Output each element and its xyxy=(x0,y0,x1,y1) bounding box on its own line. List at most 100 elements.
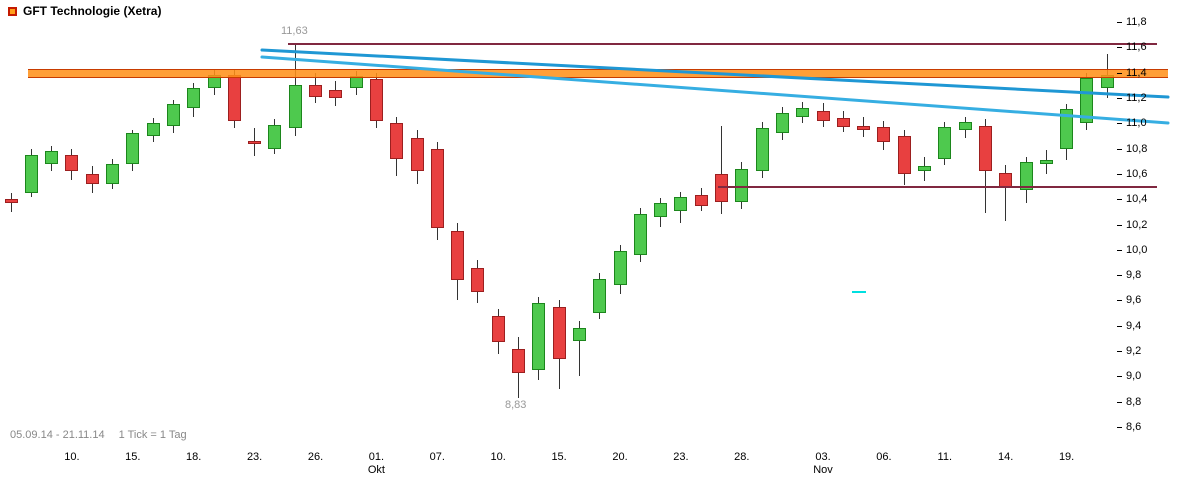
candle xyxy=(227,75,241,121)
candle xyxy=(978,125,992,172)
horizontal-price-line xyxy=(718,185,1157,188)
candle xyxy=(1039,159,1053,164)
y-axis-tick xyxy=(1117,300,1122,302)
chart-legend: GFT Technologie (Xetra) xyxy=(8,4,161,18)
x-axis-label: 06. xyxy=(876,451,892,463)
tick-interval-label: 1 Tick = 1 Tag xyxy=(118,429,187,441)
candle xyxy=(369,78,383,121)
y-axis-label: 9,2 xyxy=(1126,345,1142,358)
series-swatch-icon xyxy=(8,6,17,16)
x-axis-month-label: Nov xyxy=(813,464,833,476)
candle xyxy=(735,168,749,202)
y-axis-label: 8,6 xyxy=(1126,421,1142,433)
candle xyxy=(471,267,485,292)
y-axis-tick xyxy=(1117,148,1122,150)
y-axis-label: 11,6 xyxy=(1126,41,1147,54)
y-axis-tick xyxy=(1117,123,1122,125)
y-axis-label: 10,4 xyxy=(1126,193,1148,206)
candle xyxy=(512,348,525,373)
y-axis-tick xyxy=(1117,427,1122,428)
candle xyxy=(694,195,708,206)
y-axis-label: 11,8 xyxy=(1126,16,1147,28)
candle xyxy=(309,85,322,97)
y-axis-tick xyxy=(1117,325,1122,327)
y-axis-label: 11,0 xyxy=(1126,117,1147,130)
candle xyxy=(958,121,972,130)
candle xyxy=(674,196,688,211)
candle xyxy=(572,328,586,341)
candle-wick xyxy=(578,320,580,377)
y-axis-tick xyxy=(1117,173,1122,175)
y-axis-label: 9,6 xyxy=(1126,294,1142,307)
candle xyxy=(532,302,546,371)
candle xyxy=(613,251,627,286)
x-axis-label: 20. xyxy=(612,451,628,463)
x-axis-label: 10. xyxy=(490,451,506,463)
candle xyxy=(1080,77,1094,124)
chart-footer: 05.09.14 - 21.11.14 1 Tick = 1 Tag xyxy=(10,429,187,441)
x-axis-label: 23. xyxy=(673,451,689,463)
y-axis-label: 10,0 xyxy=(1126,243,1148,256)
candle xyxy=(755,128,769,172)
horizontal-price-line xyxy=(288,42,1157,45)
x-axis-label: 19. xyxy=(1058,451,1075,463)
y-axis-tick xyxy=(1117,351,1122,353)
x-axis-label: 23. xyxy=(246,451,263,463)
y-axis-tick xyxy=(1117,22,1122,23)
y-axis-label: 10,6 xyxy=(1126,167,1148,180)
candle xyxy=(552,306,566,359)
candle xyxy=(491,315,505,343)
candle xyxy=(633,214,647,255)
y-axis-label: 11,4 xyxy=(1126,66,1147,79)
x-axis-label: 18. xyxy=(186,451,202,463)
candle xyxy=(938,127,952,159)
y-axis-tick xyxy=(1117,199,1122,201)
y-axis-label: 9,0 xyxy=(1126,370,1142,383)
candle xyxy=(45,151,59,164)
candle xyxy=(593,278,607,314)
y-axis-label: 8,8 xyxy=(1126,395,1142,408)
candle xyxy=(329,90,343,98)
candle xyxy=(85,173,99,184)
candle xyxy=(390,123,404,159)
candle xyxy=(897,135,911,174)
candle xyxy=(654,202,668,217)
candle xyxy=(106,163,119,184)
candle xyxy=(816,110,830,121)
candle xyxy=(918,166,931,172)
candle xyxy=(857,125,871,130)
candle xyxy=(146,123,160,136)
y-axis-tick xyxy=(1117,47,1122,49)
y-axis-label: 11,2 xyxy=(1126,91,1147,104)
y-axis-label: 9,4 xyxy=(1126,319,1142,332)
x-axis-month-label: Okt xyxy=(367,464,385,476)
y-axis-tick xyxy=(1117,401,1122,403)
candle xyxy=(65,154,79,172)
candle xyxy=(24,154,38,193)
candle xyxy=(288,85,302,129)
candle xyxy=(836,118,850,128)
candle xyxy=(877,127,891,143)
candle xyxy=(451,230,465,281)
candle-wick xyxy=(721,125,722,215)
y-axis-label: 10,8 xyxy=(1126,142,1148,155)
y-axis-tick xyxy=(1117,376,1122,378)
x-axis-label: 28. xyxy=(734,451,750,463)
candle xyxy=(166,104,180,126)
candle xyxy=(1060,109,1074,149)
x-axis-label: 15. xyxy=(125,451,141,463)
y-axis-tick xyxy=(1117,249,1122,251)
candle xyxy=(4,199,18,203)
candle xyxy=(1019,162,1033,191)
candle xyxy=(410,138,424,172)
candle xyxy=(248,140,262,144)
x-axis-label: 26. xyxy=(307,451,324,463)
x-axis-label: 03. xyxy=(815,451,831,463)
y-axis-tick xyxy=(1117,275,1122,277)
y-axis-label: 10,2 xyxy=(1126,218,1148,231)
x-axis-label: 15. xyxy=(551,451,567,463)
x-axis-label: 07. xyxy=(429,451,445,463)
support-resistance-band xyxy=(28,69,1168,79)
high-price-annotation: 11,63 xyxy=(281,25,308,37)
